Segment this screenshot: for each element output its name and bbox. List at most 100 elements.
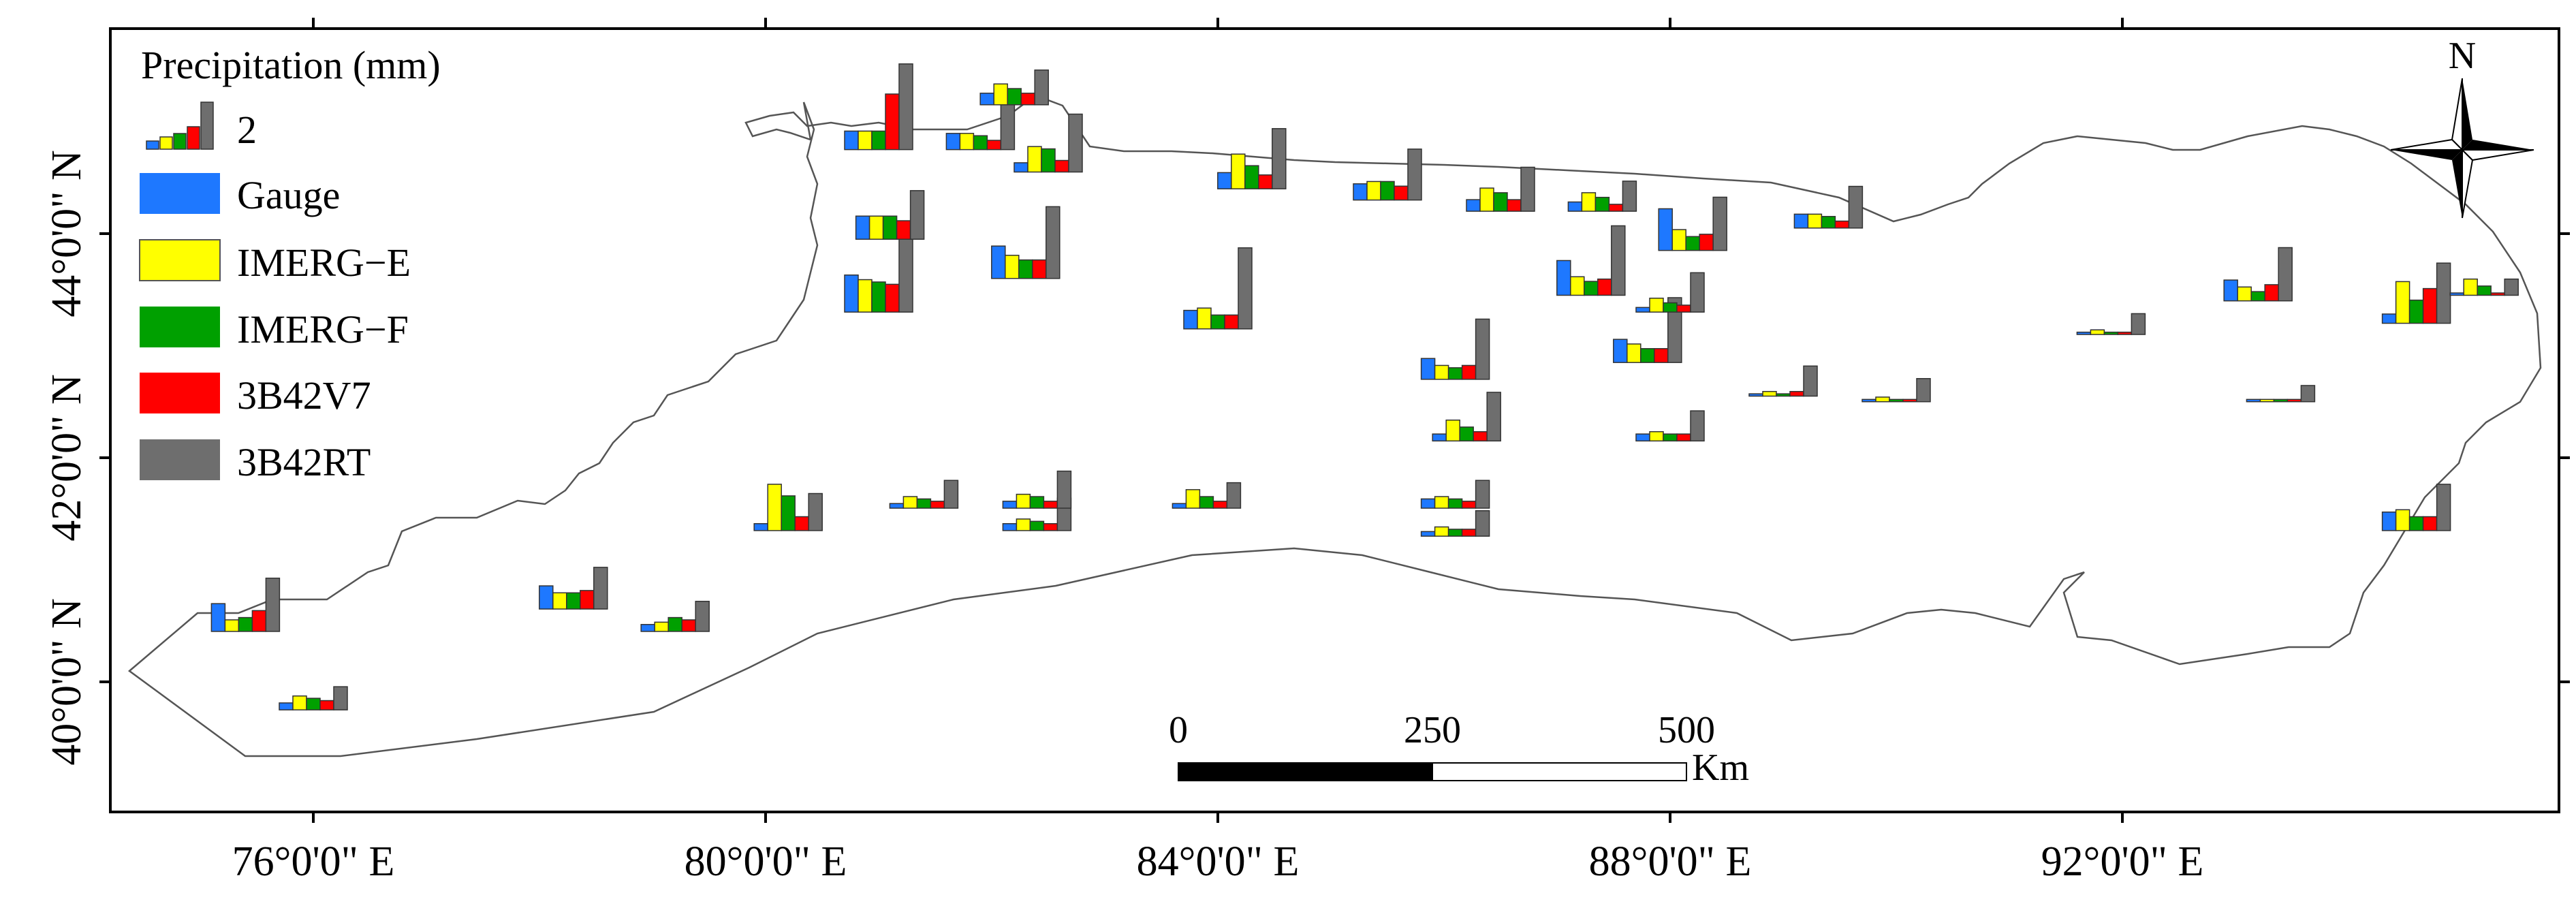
station-10-bar-imerg-f [1447,529,1463,537]
scale-bar: 0 250 500 Km [1169,709,1749,789]
station-31-bar-gauge [1748,393,1763,397]
station-6-bar-gauge [1002,522,1018,531]
north-label: N [2449,35,2476,77]
station-8-bar-gauge [1172,503,1187,509]
station-16-bar-imerg-e [1570,276,1585,296]
legend-label-3b42v7: 3B42V7 [237,373,371,418]
station-1-bar-imerg-e [224,619,240,632]
station-27-bar-imerg-f [1493,192,1508,212]
station-27-bar-imerg-e [1479,187,1494,212]
station-4-bar-3b42v7 [794,516,809,531]
station-33-bar-3b42v7 [2117,331,2133,335]
station-18-bar-imerg-e [1005,255,1020,279]
station-30-bar-3b42v7 [1834,220,1850,229]
station-23-bar-3b42v7 [1020,93,1035,106]
station-2-bar-gauge [539,585,554,610]
station-8-bar-imerg-e [1185,489,1201,509]
station-13-bar-imerg-f [1663,433,1678,442]
lat-label-42: 42°0'0" N [44,374,90,542]
station-26-bar-gauge [1353,183,1368,201]
station-17-bar-gauge [1183,309,1198,330]
station-6-bar-imerg-f [1029,520,1045,531]
station-37-bar-3b42rt [2504,278,2519,296]
station-25-bar-3b42rt [1272,128,1287,189]
station-10-bar-3b42rt [1475,510,1490,537]
station-29-bar-3b42v7 [1699,234,1714,251]
station-36-bar-3b42rt [2436,262,2451,324]
station-38-bar-imerg-e [2395,509,2410,531]
station-33-bar-gauge [2076,331,2092,335]
station-22-bar-imerg-f [973,135,988,151]
station-26-bar-3b42rt [1407,148,1422,201]
station-35-bar-3b42rt [2300,385,2316,403]
station-8-bar-3b42v7 [1212,501,1228,509]
station-5-bar-3b42v7 [930,501,945,509]
station-28-bar-gauge [1567,201,1583,212]
station-10-bar-gauge [1420,531,1436,537]
legend-scale-bar-imerge [159,136,173,150]
station-16-bar-imerg-f [1584,281,1599,296]
station-0-bar-3b42v7 [319,700,334,710]
legend-swatch-imerg-f [140,307,220,347]
station-charts [210,63,2519,710]
station-0-bar-3b42rt [333,686,348,710]
station-4-bar-3b42rt [808,492,823,531]
station-6-bar-imerg-e [1016,518,1031,531]
station-18-bar-3b42v7 [1032,259,1047,279]
station-10-bar-imerg-e [1434,526,1449,537]
station-17-bar-imerg-f [1210,314,1225,330]
station-9-bar-3b42rt [1475,480,1490,509]
station-24-bar-3b42v7 [1054,159,1069,173]
station-0-bar-imerg-e [292,695,307,710]
legend-swatch-gauge [140,173,220,214]
legend-label-imerg-f: IMERG−F [237,307,409,351]
station-20-bar-gauge [855,215,870,240]
station-21-bar-imerg-f [871,130,886,151]
station-29-bar-3b42rt [1712,196,1727,251]
legend-scale-bar-imergf [173,133,187,150]
station-12-bar-imerg-f [1447,367,1463,380]
station-4-bar-imerg-e [767,484,782,531]
station-10-bar-3b42v7 [1461,529,1477,537]
legend-label-3b42rt: 3B42RT [237,440,371,484]
station-16-bar-3b42v7 [1597,278,1612,296]
station-9-bar-gauge [1420,498,1436,509]
station-32-bar-imerg-f [1889,398,1904,403]
station-34-bar-imerg-f [2250,291,2265,302]
lat-label-44: 44°0'0" N [44,150,90,317]
station-21-bar-3b42v7 [885,93,900,151]
station-15-bar-3b42v7 [1676,304,1691,313]
station-30-bar-imerg-f [1821,216,1836,229]
station-31-bar-imerg-f [1776,393,1791,397]
map-frame [109,27,2560,813]
lon-label-80: 80°0'0" E [685,839,847,885]
station-11-bar-imerg-e [1445,419,1460,442]
station-11-bar-gauge [1432,433,1447,442]
station-35-bar-imerg-f [2273,398,2289,403]
station-21-bar-gauge [844,130,859,151]
scale-label-250: 250 [1404,709,1461,751]
station-38-bar-imerg-f [2408,516,2424,531]
station-17-bar-imerg-e [1197,307,1212,330]
axis-ticks [99,18,2570,823]
station-13-bar-3b42rt [1690,410,1705,442]
station-37-bar-imerg-f [2477,285,2492,296]
station-5-bar-gauge [889,503,905,509]
station-19-bar-imerg-f [871,281,886,313]
station-30-bar-3b42rt [1848,185,1864,229]
station-12-bar-3b42v7 [1461,364,1477,380]
station-11-bar-3b42rt [1486,392,1501,442]
scale-label-500: 500 [1658,709,1715,751]
scale-bar-black [1178,762,1433,781]
legend-scale-bar-gauge [146,140,159,150]
station-14-bar-gauge [1613,339,1628,363]
north-arrow-icon: N [2390,35,2534,219]
station-25-bar-imerg-e [1231,153,1246,189]
station-2-bar-imerg-f [566,592,581,610]
station-2-bar-imerg-e [552,592,567,610]
station-23-bar-3b42rt [1034,69,1049,106]
station-14-bar-imerg-f [1640,348,1655,363]
legend-swatch-imerg-e [139,239,221,281]
station-9-bar-3b42v7 [1461,501,1477,509]
